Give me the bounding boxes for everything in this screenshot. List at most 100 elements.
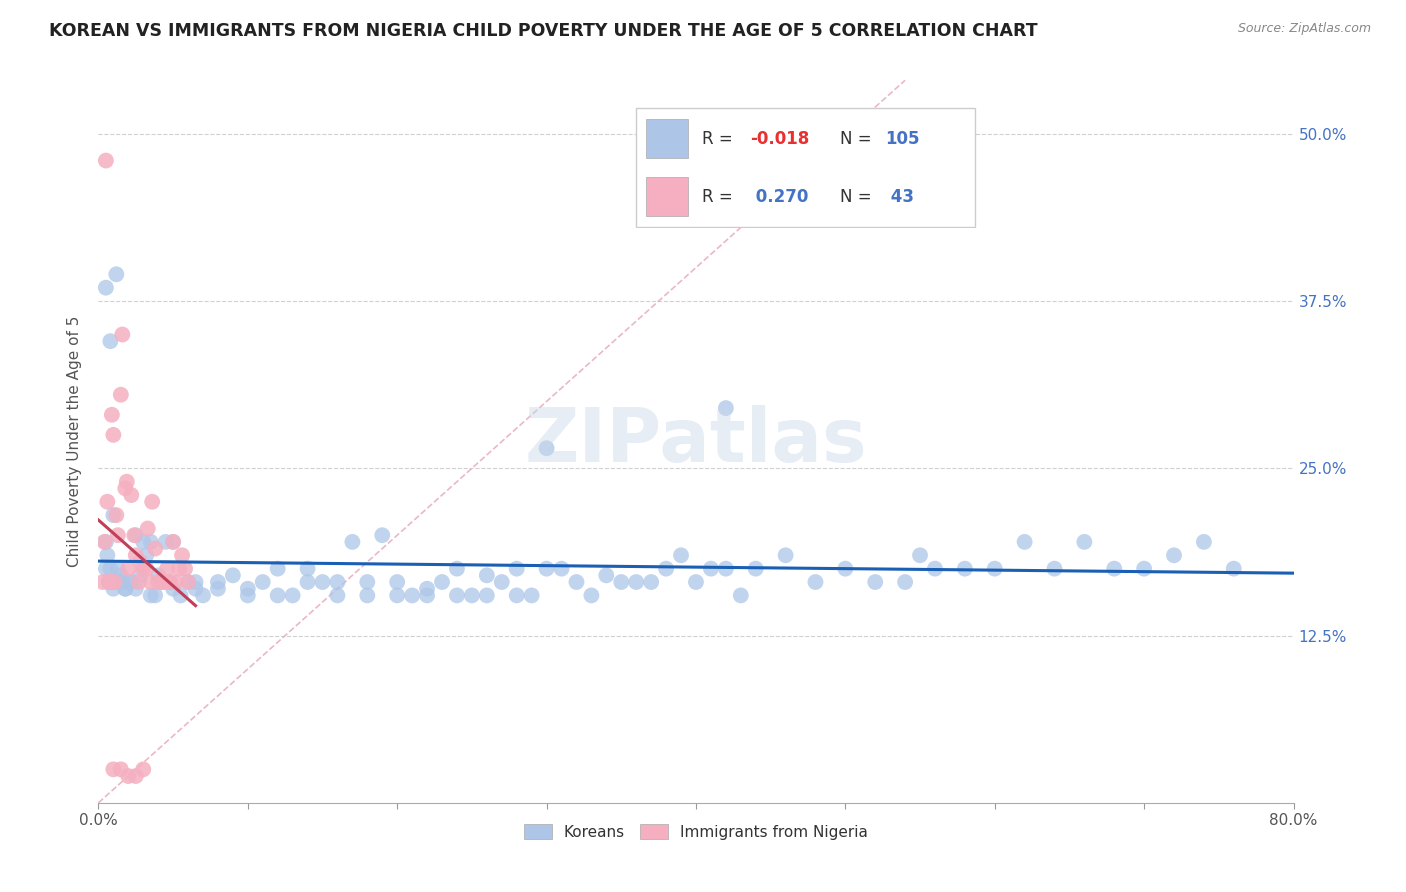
- Point: [165, 575, 187, 590]
- Point: [297, 575, 319, 590]
- Point: [150, 575, 173, 590]
- Point: [550, 562, 572, 576]
- Point: [207, 582, 229, 596]
- Point: [139, 534, 162, 549]
- Point: [640, 575, 662, 590]
- Point: [385, 589, 409, 603]
- FancyBboxPatch shape: [636, 108, 974, 227]
- Point: [114, 582, 136, 596]
- Point: [125, 548, 148, 563]
- Point: [141, 494, 163, 508]
- Point: [153, 575, 176, 590]
- Text: KOREAN VS IMMIGRANTS FROM NIGERIA CHILD POVERTY UNDER THE AGE OF 5 CORRELATION C: KOREAN VS IMMIGRANTS FROM NIGERIA CHILD …: [49, 22, 1038, 40]
- Point: [114, 582, 136, 596]
- Point: [700, 562, 723, 576]
- Point: [1073, 534, 1095, 549]
- Point: [111, 575, 134, 590]
- Point: [129, 555, 152, 569]
- Point: [1223, 562, 1246, 576]
- Point: [1163, 548, 1185, 563]
- Point: [177, 575, 200, 590]
- Point: [103, 427, 125, 442]
- Point: [94, 562, 117, 576]
- Point: [107, 562, 129, 576]
- Point: [401, 589, 423, 603]
- Point: [685, 575, 707, 590]
- Text: 105: 105: [884, 129, 920, 147]
- Point: [124, 528, 146, 542]
- Point: [159, 575, 181, 590]
- Point: [655, 562, 678, 576]
- Point: [669, 548, 692, 563]
- Point: [236, 589, 259, 603]
- Point: [894, 575, 917, 590]
- Point: [311, 575, 333, 590]
- Point: [475, 568, 498, 582]
- Point: [96, 494, 118, 508]
- Point: [98, 334, 122, 349]
- Point: [475, 589, 498, 603]
- FancyBboxPatch shape: [647, 120, 688, 158]
- Point: [128, 575, 150, 590]
- Point: [207, 575, 229, 590]
- Point: [125, 582, 148, 596]
- Point: [139, 575, 162, 590]
- Point: [169, 589, 191, 603]
- Point: [446, 562, 468, 576]
- Point: [924, 562, 946, 576]
- Point: [520, 589, 543, 603]
- Point: [371, 528, 394, 542]
- Text: R =: R =: [702, 188, 738, 206]
- Point: [125, 528, 148, 542]
- Point: [281, 589, 304, 603]
- Point: [184, 582, 207, 596]
- Point: [236, 582, 259, 596]
- Point: [865, 575, 887, 590]
- Point: [115, 475, 138, 489]
- Point: [297, 562, 319, 576]
- Point: [953, 562, 976, 576]
- Point: [114, 482, 136, 496]
- Point: [156, 562, 179, 576]
- Point: [1014, 534, 1036, 549]
- Point: [94, 281, 117, 295]
- Point: [101, 575, 124, 590]
- Point: [143, 589, 166, 603]
- Point: [167, 562, 190, 576]
- Point: [267, 562, 290, 576]
- Point: [103, 508, 125, 523]
- Point: [155, 534, 177, 549]
- Legend: Koreans, Immigrants from Nigeria: Koreans, Immigrants from Nigeria: [517, 818, 875, 846]
- Point: [172, 548, 194, 563]
- Point: [105, 508, 128, 523]
- Point: [834, 562, 856, 576]
- Point: [267, 589, 290, 603]
- Text: ZIPatlas: ZIPatlas: [524, 405, 868, 478]
- Text: Source: ZipAtlas.com: Source: ZipAtlas.com: [1237, 22, 1371, 36]
- Point: [506, 589, 529, 603]
- Point: [1043, 562, 1066, 576]
- Text: N =: N =: [839, 129, 877, 147]
- Point: [94, 153, 117, 168]
- Point: [117, 769, 139, 783]
- Point: [129, 568, 152, 582]
- Point: [536, 562, 558, 576]
- Point: [1133, 562, 1156, 576]
- Point: [326, 575, 349, 590]
- Point: [565, 575, 588, 590]
- Point: [252, 575, 274, 590]
- Point: [111, 327, 134, 342]
- Point: [491, 575, 513, 590]
- Point: [162, 534, 184, 549]
- Point: [714, 401, 737, 416]
- Point: [416, 582, 439, 596]
- Point: [804, 575, 827, 590]
- Point: [110, 762, 132, 776]
- FancyBboxPatch shape: [647, 178, 688, 216]
- Point: [581, 589, 603, 603]
- Text: N =: N =: [839, 188, 877, 206]
- Point: [446, 589, 468, 603]
- Text: 43: 43: [884, 188, 914, 206]
- Point: [730, 589, 752, 603]
- Point: [356, 589, 378, 603]
